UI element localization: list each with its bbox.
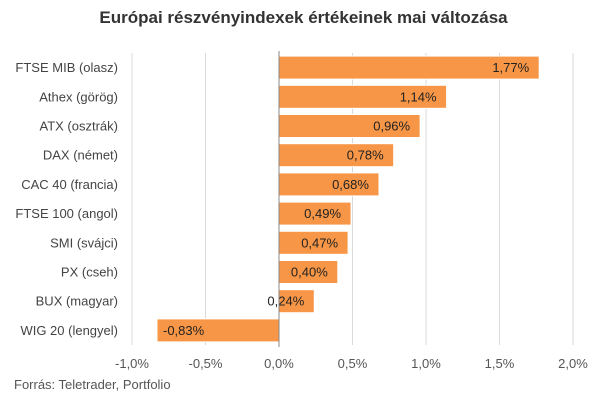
x-tick-label: 2,0%	[558, 356, 588, 371]
x-tick-label: 1,5%	[485, 356, 515, 371]
data-label: 0,47%	[301, 235, 338, 250]
category-label: FTSE MIB (olasz)	[15, 60, 118, 75]
data-label: 0,68%	[332, 177, 369, 192]
x-tick-label: -0,5%	[189, 356, 223, 371]
category-label: Athex (görög)	[39, 89, 118, 104]
category-label: DAX (német)	[43, 148, 118, 163]
chart-source: Forrás: Teletrader, Portfolio	[14, 377, 171, 392]
data-label: 0,40%	[291, 265, 328, 280]
x-tick-label: 1,0%	[411, 356, 441, 371]
data-label: -0,83%	[163, 323, 205, 338]
x-tick-label: 0,5%	[338, 356, 368, 371]
category-label: PX (cseh)	[61, 265, 118, 280]
x-tick-label: 0,0%	[264, 356, 294, 371]
chart-title: Európai részvényindexek értékeinek mai v…	[99, 8, 508, 27]
data-label: 0,24%	[267, 294, 304, 309]
data-label: 1,77%	[492, 60, 529, 75]
category-label: CAC 40 (francia)	[21, 177, 118, 192]
data-label: 0,78%	[347, 148, 384, 163]
category-label: FTSE 100 (angol)	[15, 206, 118, 221]
data-label: 0,96%	[373, 119, 410, 134]
data-label: 0,49%	[304, 206, 341, 221]
x-tick-label: -1,0%	[115, 356, 149, 371]
category-label: WIG 20 (lengyel)	[20, 323, 118, 338]
data-label: 1,14%	[400, 89, 437, 104]
category-label: BUX (magyar)	[36, 294, 118, 309]
category-label: SMI (svájci)	[50, 235, 118, 250]
category-label: ATX (osztrák)	[40, 119, 119, 134]
